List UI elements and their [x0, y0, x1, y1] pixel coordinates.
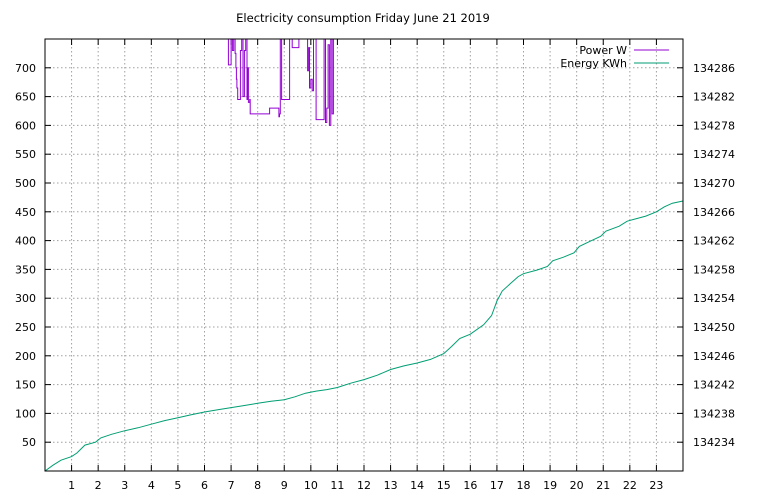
y-left-tick-label: 50 [22, 436, 36, 449]
y-left-tick-label: 700 [15, 62, 36, 75]
y-left-tick-label: 200 [15, 350, 36, 363]
x-tick-label: 7 [228, 479, 235, 492]
x-tick-label: 11 [330, 479, 344, 492]
x-tick-label: 18 [517, 479, 531, 492]
legend-label-energy: Energy KWh [560, 57, 627, 70]
x-tick-label: 19 [543, 479, 557, 492]
y-left-tick-label: 100 [15, 407, 36, 420]
y-right-tick-label: 134234 [693, 436, 735, 449]
series-lines [44, 38, 684, 472]
x-tick-label: 8 [254, 479, 261, 492]
x-tick-label: 9 [281, 479, 288, 492]
y-left-tick-label: 550 [15, 148, 36, 161]
x-tick-label: 1 [68, 479, 75, 492]
x-tick-label: 5 [174, 479, 181, 492]
y-left-tick-label: 450 [15, 206, 36, 219]
y-left-tick-label: 600 [15, 119, 36, 132]
y-right-tick-label: 134262 [693, 235, 735, 248]
y-left-tick-label: 300 [15, 292, 36, 305]
y-right-tick-label: 134266 [693, 206, 735, 219]
x-tick-label: 13 [384, 479, 398, 492]
x-tick-label: 14 [410, 479, 424, 492]
y-right-tick-label: 134286 [693, 62, 735, 75]
axis-ticks [45, 39, 683, 471]
chart-title: Electricity consumption Friday June 21 2… [236, 11, 490, 25]
x-tick-labels: 1 2 3 4 5 6 7 8 9 10 11 12 13 14 15 16 17 18 19 20 21 22 23 [68, 479, 663, 492]
y-left-tick-label: 400 [15, 235, 36, 248]
legend-entry-energy: Energy KWh [560, 57, 669, 70]
x-tick-label: 22 [623, 479, 637, 492]
y-right-tick-label: 134274 [693, 148, 735, 161]
plot-frame [44, 38, 684, 472]
y-right-tick-label: 134270 [693, 177, 735, 190]
y-right-tick-label: 134246 [693, 350, 735, 363]
x-tick-label: 6 [201, 479, 208, 492]
legend-label-power: Power W [579, 44, 627, 57]
y-left-tick-labels: 50 100 150 200 250 300 350 400 450 500 550 600 650 70… [15, 62, 36, 449]
y-right-tick-label: 134282 [693, 91, 735, 104]
y-right-tick-label: 134278 [693, 119, 735, 132]
y-right-tick-label: 134250 [693, 321, 735, 334]
legend: Power W Energy KWh [560, 44, 669, 70]
x-tick-label: 3 [121, 479, 128, 492]
x-tick-label: 17 [490, 479, 504, 492]
y-right-tick-label: 134242 [693, 379, 735, 392]
y-right-tick-label: 134238 [693, 407, 735, 420]
x-tick-label: 23 [649, 479, 663, 492]
y-right-tick-label: 134258 [693, 263, 735, 276]
y-left-tick-label: 350 [15, 263, 36, 276]
x-tick-label: 16 [463, 479, 477, 492]
legend-entry-power: Power W [579, 44, 669, 57]
x-tick-label: 10 [304, 479, 318, 492]
y-right-tick-label: 134254 [693, 292, 735, 305]
grid [45, 39, 683, 471]
series-line-energy [44, 200, 684, 472]
series-line-power [227, 38, 335, 126]
y-left-tick-label: 650 [15, 91, 36, 104]
x-tick-label: 15 [437, 479, 451, 492]
y-left-tick-label: 150 [15, 379, 36, 392]
y-left-tick-label: 250 [15, 321, 36, 334]
x-tick-label: 2 [95, 479, 102, 492]
x-tick-label: 4 [148, 479, 155, 492]
x-tick-label: 12 [357, 479, 371, 492]
x-tick-label: 20 [570, 479, 584, 492]
y-left-tick-label: 500 [15, 177, 36, 190]
y-right-tick-labels: 134234 134238 134242 134246 134250 134254 1342… [693, 62, 735, 449]
x-tick-label: 21 [596, 479, 610, 492]
